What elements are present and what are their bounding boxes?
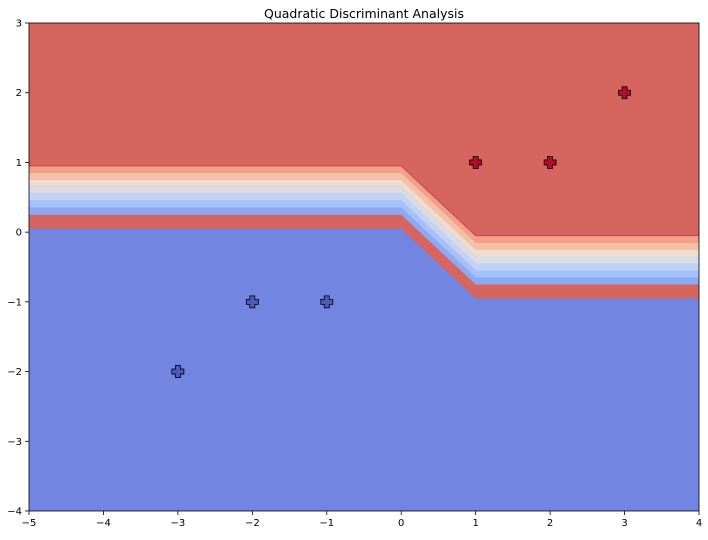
y-tick-label: 1 <box>16 158 22 169</box>
y-tick-label: 3 <box>16 19 22 30</box>
y-tick-label: −3 <box>7 437 22 448</box>
y-tick-label: 0 <box>16 228 22 239</box>
x-tick-label: −1 <box>319 518 334 529</box>
x-tick-label: 1 <box>472 518 478 529</box>
data-point-class-1 <box>469 156 483 169</box>
data-point-class-0 <box>245 295 259 309</box>
x-tick-label: −3 <box>171 518 186 529</box>
x-tick-label: 2 <box>547 518 553 529</box>
data-point-class-1 <box>618 86 631 100</box>
y-tick-label: 2 <box>16 88 22 99</box>
chart-title: Quadratic Discriminant Analysis <box>264 6 464 21</box>
x-tick-label: 3 <box>621 518 627 529</box>
region-class-0 <box>29 228 699 511</box>
x-tick-label: −2 <box>245 518 260 529</box>
data-point-class-1 <box>543 156 557 169</box>
x-tick-label: −5 <box>22 518 37 529</box>
data-point-class-0 <box>171 365 185 378</box>
y-tick-label: −2 <box>7 367 22 378</box>
data-point-class-0 <box>320 295 334 309</box>
y-tick-label: −1 <box>7 297 22 308</box>
y-tick-label: −4 <box>7 507 22 518</box>
x-tick-label: −4 <box>96 518 111 529</box>
x-tick-label: 4 <box>696 518 702 529</box>
contour-fills <box>29 23 699 511</box>
plot-area <box>29 23 699 511</box>
x-tick-label: 0 <box>398 518 404 529</box>
axes-frame <box>28 22 700 512</box>
boundary-line <box>29 165 699 237</box>
